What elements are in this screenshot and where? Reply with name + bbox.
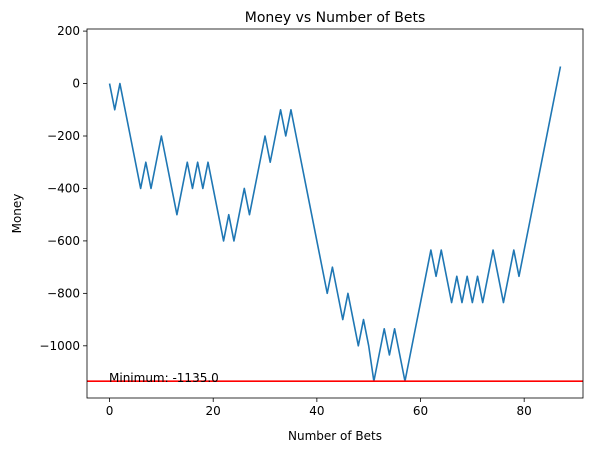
y-tick-label: −600 (47, 234, 80, 248)
series-line-0 (108, 66, 562, 383)
y-tick-label: −200 (47, 129, 80, 143)
y-axis-label: Money (10, 194, 24, 234)
chart-title: Money vs Number of Bets (245, 10, 426, 26)
y-tick-label: −400 (47, 181, 80, 195)
x-tick-label: 20 (206, 404, 221, 418)
x-tick-label: 60 (413, 404, 428, 418)
x-tick-label: 40 (309, 404, 324, 418)
x-tick-label: 0 (106, 404, 114, 418)
y-tick-label: −800 (47, 286, 80, 300)
y-tick-label: −1000 (39, 339, 80, 353)
y-tick-label: 0 (72, 77, 80, 91)
plot-frame (86, 28, 584, 399)
x-axis-label: Number of Bets (288, 429, 382, 443)
y-tick-label: 200 (57, 24, 80, 38)
min-annotation: Minimum: -1135.0 (109, 371, 219, 385)
x-tick-label: 80 (517, 404, 532, 418)
